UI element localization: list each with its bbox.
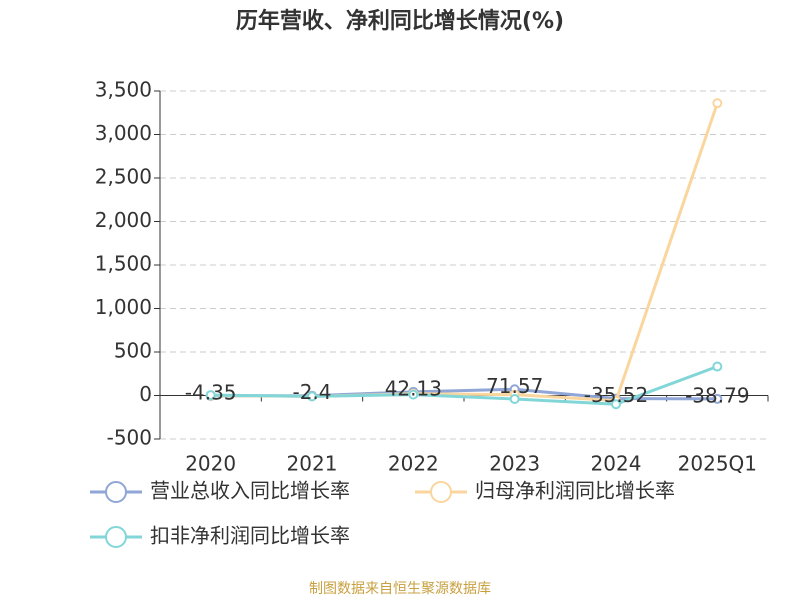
y-tick-label: -500 <box>107 426 152 450</box>
y-tick-label: 2,000 <box>95 208 152 232</box>
y-tick-label: 1,000 <box>95 295 152 319</box>
y-tick-label: 3,000 <box>95 121 152 145</box>
data-label: -38.79 <box>685 383 749 407</box>
point <box>509 393 520 404</box>
source-note: 制图数据来自恒生聚源数据库 <box>309 581 491 597</box>
data-label: 71.57 <box>486 374 543 398</box>
point <box>712 98 723 109</box>
series-line <box>210 365 718 406</box>
y-tick-label: 2,500 <box>95 165 152 189</box>
data-label: -4.35 <box>185 380 237 404</box>
y-tick-label: 0 <box>139 382 152 406</box>
x-tick-label: 2024 <box>591 452 642 476</box>
x-tick-label: 2023 <box>489 452 540 476</box>
point <box>712 393 723 404</box>
legend-label: 扣非净利润同比增长率 <box>150 524 350 548</box>
legend-marker <box>105 526 127 548</box>
x-tick-label: 2025Q1 <box>678 452 757 476</box>
legend-marker <box>430 481 452 503</box>
legend-marker <box>105 481 127 503</box>
point <box>408 389 419 400</box>
point <box>611 399 621 410</box>
legend-label: 营业总收入同比增长率 <box>150 479 350 503</box>
x-tick-label: 2021 <box>287 452 338 476</box>
legend-label: 归母净利润同比增长率 <box>475 479 675 503</box>
series-line <box>210 102 719 403</box>
data-label: -35.52 <box>584 383 648 407</box>
point <box>712 361 723 372</box>
chart-title: 历年营收、净利同比增长情况(%) <box>236 8 564 34</box>
point <box>205 390 216 401</box>
y-tick-label: 1,500 <box>95 252 152 276</box>
x-tick-label: 2020 <box>185 452 236 476</box>
data-label: -2.4 <box>292 380 331 404</box>
point <box>307 391 317 402</box>
y-tick-label: 3,500 <box>95 78 152 102</box>
data-label: 42.13 <box>385 376 442 400</box>
x-tick-label: 2022 <box>388 452 439 476</box>
y-tick-label: 500 <box>114 339 152 363</box>
